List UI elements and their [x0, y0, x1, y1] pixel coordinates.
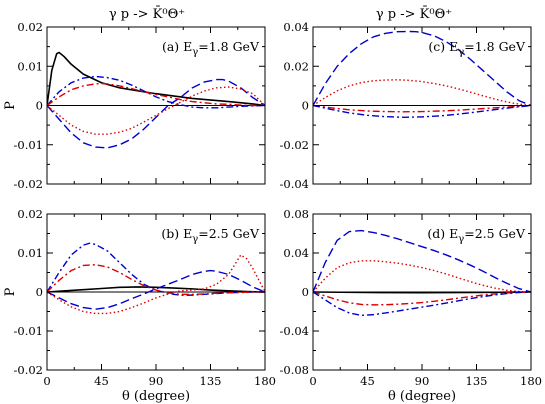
y-tick-label: 0.04: [283, 20, 309, 34]
x-axis-label: θ (degree): [122, 389, 190, 404]
y-tick-label: 0: [36, 285, 43, 299]
y-tick-label: 0: [36, 99, 43, 113]
x-axis-label: θ (degree): [388, 389, 456, 404]
series-line-blue-dash-dot: [313, 291, 531, 317]
x-tick-label: 0: [43, 374, 50, 388]
series-line-black-solid: [47, 51, 265, 107]
x-tick-label: 90: [415, 374, 430, 388]
x-tick-label: 45: [360, 374, 375, 388]
y-tick-label: -0.08: [280, 363, 310, 377]
y-tick-label: -0.01: [14, 138, 44, 152]
panel-c: -0.04 -0.02 0 0.02 0.04 (c) Eγ=1.8 GeV: [280, 20, 532, 191]
y-axis-label: P: [3, 287, 18, 296]
series-line-red-dash-dot: [47, 82, 265, 107]
y-tick-label: 0.02: [17, 20, 43, 34]
y-tick-label: -0.02: [14, 363, 44, 377]
y-tick-label: -0.01: [14, 324, 44, 338]
panel-annotation: (a) Eγ=1.8 GeV: [162, 39, 260, 58]
series-line-black-solid: [313, 291, 531, 294]
y-tick-label: -0.04: [280, 324, 310, 338]
x-tick-label: 180: [254, 374, 276, 388]
panel-b: 0 45 90 135 180 -0.02 -0.01 0 0.01 0.02 Pθ (degree…: [3, 207, 276, 404]
y-tick-label: 0.02: [17, 207, 43, 221]
panel-annotation: (c) Eγ=1.8 GeV: [428, 39, 526, 58]
series-line-blue-dashed: [47, 78, 265, 149]
y-tick-label: -0.04: [280, 177, 310, 191]
series-line-red-dotted: [47, 254, 265, 315]
panel-a: -0.02 -0.01 0 0.01 0.02 P (a) Eγ=1.8 GeV: [3, 20, 266, 191]
series-line-red-dotted: [313, 260, 531, 293]
y-tick-label: 0.02: [283, 59, 309, 73]
y-tick-label: -0.02: [14, 177, 44, 191]
y-tick-label: 0.08: [283, 207, 309, 221]
series-line-blue-dashed: [47, 269, 265, 310]
y-tick-label: 0.04: [283, 246, 309, 260]
panel-annotation: (b) Eγ=2.5 GeV: [161, 226, 260, 245]
y-axis-label: P: [3, 101, 18, 110]
x-tick-label: 180: [520, 374, 542, 388]
series-line-red-dotted: [313, 79, 531, 107]
y-tick-label: 0: [302, 99, 309, 113]
x-tick-label: 135: [200, 374, 222, 388]
reaction-title-right: γ p -> K̄⁰Θ⁺: [376, 6, 452, 22]
series-line-black-solid: [47, 286, 265, 293]
panel-annotation: (d) Eγ=2.5 GeV: [427, 226, 526, 245]
x-tick-label: 0: [309, 374, 316, 388]
y-tick-label: 0: [302, 285, 309, 299]
series-line-blue-dash-dot: [47, 75, 265, 109]
series-line-blue-dash-dot: [313, 104, 531, 118]
y-tick-label: 0.01: [17, 246, 43, 260]
series-line-blue-dashed: [313, 229, 531, 293]
panel-d: 0 45 90 135 180 -0.08 -0.04 0 0.04 0.08 θ (degree)…: [280, 207, 542, 404]
series-line-red-dash-dot: [47, 264, 265, 296]
x-tick-label: 135: [466, 374, 488, 388]
x-tick-label: 90: [149, 374, 164, 388]
y-tick-label: -0.02: [280, 138, 310, 152]
reaction-title-left: γ p -> K̄⁰Θ⁺: [109, 6, 185, 22]
series-line-red-dash-dot: [313, 104, 531, 113]
series-line-red-dash-dot: [313, 291, 531, 306]
y-tick-label: 0.01: [17, 59, 43, 73]
series-line-red-dotted: [47, 86, 265, 135]
x-tick-label: 45: [94, 374, 109, 388]
series-line-blue-dash-dot: [47, 242, 265, 296]
series-line-blue-dashed: [313, 30, 531, 107]
